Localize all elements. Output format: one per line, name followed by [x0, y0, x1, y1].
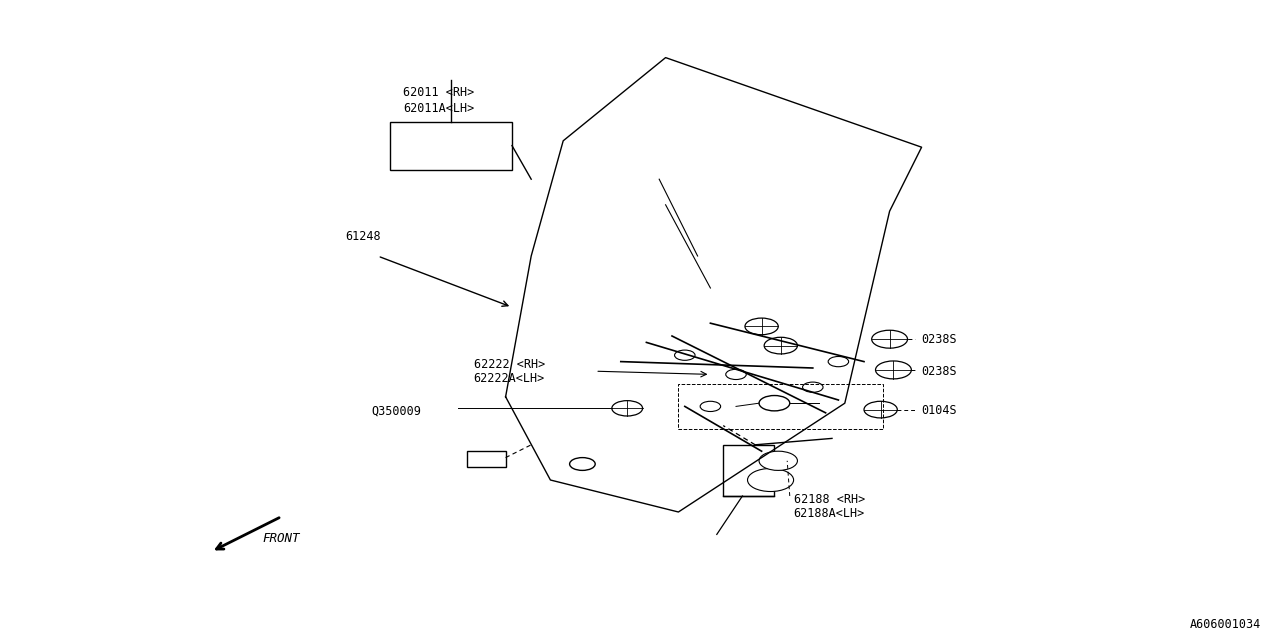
Circle shape [759, 451, 797, 470]
Circle shape [726, 369, 746, 380]
Text: 61248: 61248 [346, 230, 381, 243]
Text: 62188 <RH>: 62188 <RH> [794, 493, 865, 506]
Circle shape [764, 337, 797, 354]
Circle shape [876, 361, 911, 379]
Text: 62188A<LH>: 62188A<LH> [794, 507, 865, 520]
Text: 0104S: 0104S [922, 404, 957, 417]
Circle shape [872, 330, 908, 348]
Circle shape [864, 401, 897, 418]
Circle shape [745, 318, 778, 335]
Circle shape [700, 401, 721, 412]
Bar [723, 445, 774, 496]
Bar [467, 451, 506, 467]
Text: 0238S: 0238S [922, 333, 957, 346]
Text: 62011A<LH>: 62011A<LH> [403, 102, 475, 115]
Circle shape [612, 401, 643, 416]
Text: 62011 <RH>: 62011 <RH> [403, 86, 475, 99]
Bar [390, 122, 512, 170]
Text: 62222 <RH>: 62222 <RH> [474, 358, 545, 371]
Text: A606001034: A606001034 [1189, 618, 1261, 630]
Circle shape [675, 350, 695, 360]
Text: Q350009: Q350009 [371, 404, 421, 417]
Text: FRONT: FRONT [262, 532, 300, 545]
Circle shape [828, 356, 849, 367]
Circle shape [748, 468, 794, 492]
Text: 62222A<LH>: 62222A<LH> [474, 372, 545, 385]
Text: 0238S: 0238S [922, 365, 957, 378]
Circle shape [803, 382, 823, 392]
